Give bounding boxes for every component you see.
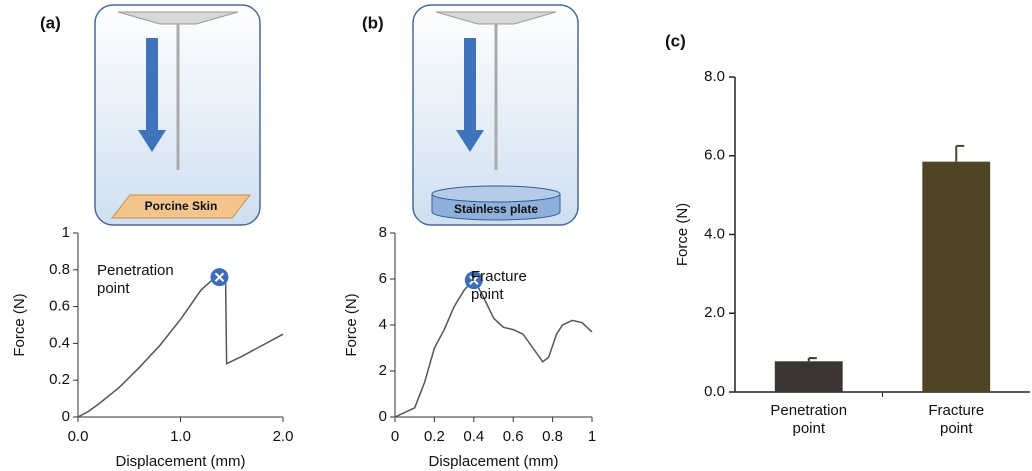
y-tick-label: 2 bbox=[379, 362, 387, 379]
x-tick-label: 0.2 bbox=[424, 428, 445, 445]
diagram-label: Porcine Skin bbox=[145, 199, 218, 213]
chart: (a) (b) (c) Porcine Skin Stainless plate… bbox=[0, 0, 1032, 471]
y-tick-label: 8.0 bbox=[704, 68, 725, 85]
y-tick-label: 0.2 bbox=[49, 371, 70, 388]
annotation: Penetration point bbox=[97, 262, 197, 298]
bar bbox=[922, 162, 990, 392]
y-tick-label: 6 bbox=[379, 270, 387, 287]
y-tick-label: 2.0 bbox=[704, 304, 725, 321]
x-tick-label: 0 bbox=[391, 428, 399, 445]
diagram-label: Stainless plate bbox=[454, 202, 538, 216]
figure: (a) (b) (c) Porcine Skin Stainless plate… bbox=[0, 0, 1032, 471]
y-tick-label: 0.8 bbox=[49, 261, 70, 278]
y-axis-label: Force (N) bbox=[674, 203, 691, 266]
x-tick-label: 0.4 bbox=[463, 428, 484, 445]
y-tick-label: 0 bbox=[62, 408, 70, 425]
x-tick-label: 0.8 bbox=[542, 428, 563, 445]
x-tick-label: 1 bbox=[588, 428, 596, 445]
y-tick-label: 4 bbox=[379, 316, 387, 333]
y-tick-label: 1 bbox=[62, 224, 70, 241]
panel-label: (a) bbox=[40, 13, 61, 32]
x-axis-label: Displacement (mm) bbox=[428, 453, 558, 470]
diagram: Stainless plate bbox=[413, 5, 578, 225]
diagram: Porcine Skin bbox=[95, 5, 260, 225]
y-axis-label: Force (N) bbox=[343, 293, 360, 356]
y-tick-label: 0.0 bbox=[704, 383, 725, 400]
panel-label: (c) bbox=[665, 31, 686, 50]
x-tick-label: 0.6 bbox=[503, 428, 524, 445]
y-tick-label: 0 bbox=[379, 408, 387, 425]
y-tick-label: 0.6 bbox=[49, 298, 70, 315]
y-tick-label: 0.4 bbox=[49, 334, 70, 351]
bar bbox=[775, 361, 843, 392]
y-tick-label: 6.0 bbox=[704, 147, 725, 164]
annotation: Fracture point bbox=[471, 268, 541, 304]
data-line bbox=[78, 277, 283, 417]
y-tick-label: 8 bbox=[379, 224, 387, 241]
y-axis-label: Force (N) bbox=[11, 293, 28, 356]
x-axis-label: Displacement (mm) bbox=[115, 453, 245, 470]
x-tick-label: 2.0 bbox=[273, 428, 294, 445]
x-tick-label: 0.0 bbox=[68, 428, 89, 445]
panel-label: (b) bbox=[362, 13, 384, 32]
y-tick-label: 4.0 bbox=[704, 225, 725, 242]
x-tick-label: 1.0 bbox=[170, 428, 191, 445]
x-tick-label: Fracture point bbox=[896, 402, 1016, 438]
x-tick-label: Penetration point bbox=[749, 402, 869, 438]
